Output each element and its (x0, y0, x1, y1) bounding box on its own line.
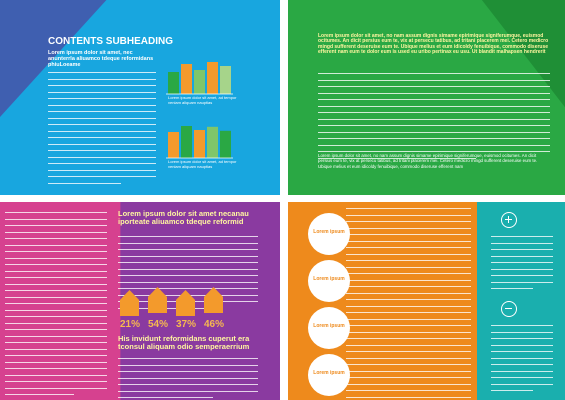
circle-label: Lorem ipsum (313, 323, 345, 329)
circle-badge-1: Lorem ipsum (308, 213, 350, 255)
arrow-bar-2 (148, 287, 167, 313)
green-body-text (318, 73, 550, 164)
pink-body-text (5, 212, 107, 400)
blue-intro: Lorem ipsum dolor sit amet, nec anunterr… (48, 50, 154, 68)
arrow-bar-3 (176, 290, 195, 316)
teal-body-text-2 (491, 325, 553, 397)
orange-body-text (346, 208, 471, 400)
chart-2-bar-3 (194, 130, 205, 158)
circle-badge-4: Lorem ipsum (308, 354, 350, 396)
arrow-bar-4 (204, 287, 223, 313)
circle-label: Lorem ipsum (313, 229, 345, 235)
percent-3: 37% (176, 319, 197, 330)
green-intro: Lorem ipsum dolor sit amet, no nam assum… (318, 33, 549, 55)
orange-panel: Lorem ipsum Lorem ipsum Lorem ipsum Lore… (288, 202, 565, 400)
teal-body-text-1 (491, 236, 553, 295)
chart-1-bar-5 (220, 66, 231, 94)
blue-panel: CONTENTS SUBHEADING Lorem ipsum dolor si… (0, 0, 280, 195)
chart-1-bar-3 (194, 70, 205, 94)
purple-panel: Lorem ipsum dolor sit amet necanau iport… (0, 202, 280, 400)
green-panel: Lorem ipsum dolor sit amet, no nam assum… (288, 0, 565, 195)
percent-2: 54% (148, 319, 169, 330)
percent-4: 46% (204, 319, 225, 330)
chart-2-bar-5 (220, 130, 231, 158)
chart-caption-2: Lorem ipsum dolor sit amet, ad tempor ve… (168, 159, 237, 169)
chart-2-bar-2 (181, 126, 192, 158)
chart-1-bar-1 (168, 72, 179, 94)
purple-subheading-2: His invidunt reformidans cuperut era tco… (118, 334, 250, 351)
contents-subheading: CONTENTS SUBHEADING (48, 36, 174, 47)
arrow-bar-1 (120, 290, 139, 316)
teal-strip (477, 202, 565, 400)
purple-subheading-1: Lorem ipsum dolor sit amet necanau iport… (118, 209, 249, 226)
plus-circle-icon (501, 212, 517, 228)
circle-label: Lorem ipsum (313, 276, 345, 282)
circle-label: Lorem ipsum (313, 370, 345, 376)
blue-body-text (48, 72, 156, 189)
minus-circle-icon (501, 301, 517, 317)
chart-1-bar-4 (207, 62, 218, 94)
purple-body-text-2 (118, 358, 258, 400)
chart-2-bar-4 (207, 126, 218, 158)
chart-1-bar-2 (181, 64, 192, 94)
bar-charts (166, 62, 233, 159)
circle-badge-2: Lorem ipsum (308, 260, 350, 302)
circle-badge-3: Lorem ipsum (308, 307, 350, 349)
green-closing: Lorem ipsum dolor sit amet, no nam assum… (318, 153, 538, 169)
pink-column (0, 202, 121, 400)
percent-1: 21% (120, 319, 141, 330)
chart-2-bar-1 (168, 132, 179, 158)
chart-caption-1: Lorem ipsum dolor sit amet, ad tempor ve… (168, 95, 237, 105)
